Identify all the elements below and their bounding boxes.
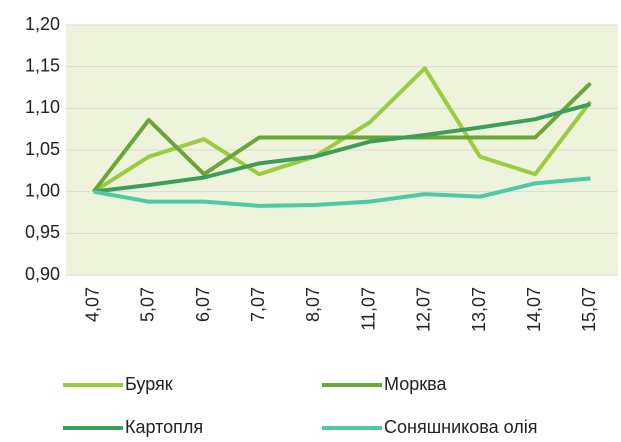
x-tick-label: 5,07	[138, 287, 158, 322]
line	[93, 176, 591, 208]
y-tick-label: 0,95	[25, 222, 60, 242]
y-tick-label: 0,90	[25, 264, 60, 284]
y-tick-label: 1,10	[25, 97, 60, 117]
legend-label: Морква	[384, 374, 447, 394]
x-tick-label: 15,07	[579, 287, 599, 332]
line	[92, 81, 592, 193]
x-tick-label: 12,07	[414, 287, 434, 332]
legend-label: Картопля	[125, 417, 203, 437]
x-tick-label: 8,07	[303, 287, 323, 322]
x-tick-label: 13,07	[469, 287, 489, 332]
y-tick-label: 1,20	[25, 14, 60, 34]
y-tick-label: 1,15	[25, 55, 60, 75]
line	[93, 102, 591, 194]
y-tick-label: 1,05	[25, 139, 60, 159]
y-tick-label: 1,00	[25, 180, 60, 200]
legend-label: Соняшникова олія	[384, 417, 537, 437]
x-tick-label: 14,07	[524, 287, 544, 332]
x-tick-label: 11,07	[358, 287, 378, 331]
x-tick-label: 6,07	[193, 287, 213, 322]
x-tick-label: 4,07	[82, 287, 102, 322]
x-tick-label: 7,07	[248, 287, 268, 322]
legend-label: Буряк	[125, 374, 173, 394]
